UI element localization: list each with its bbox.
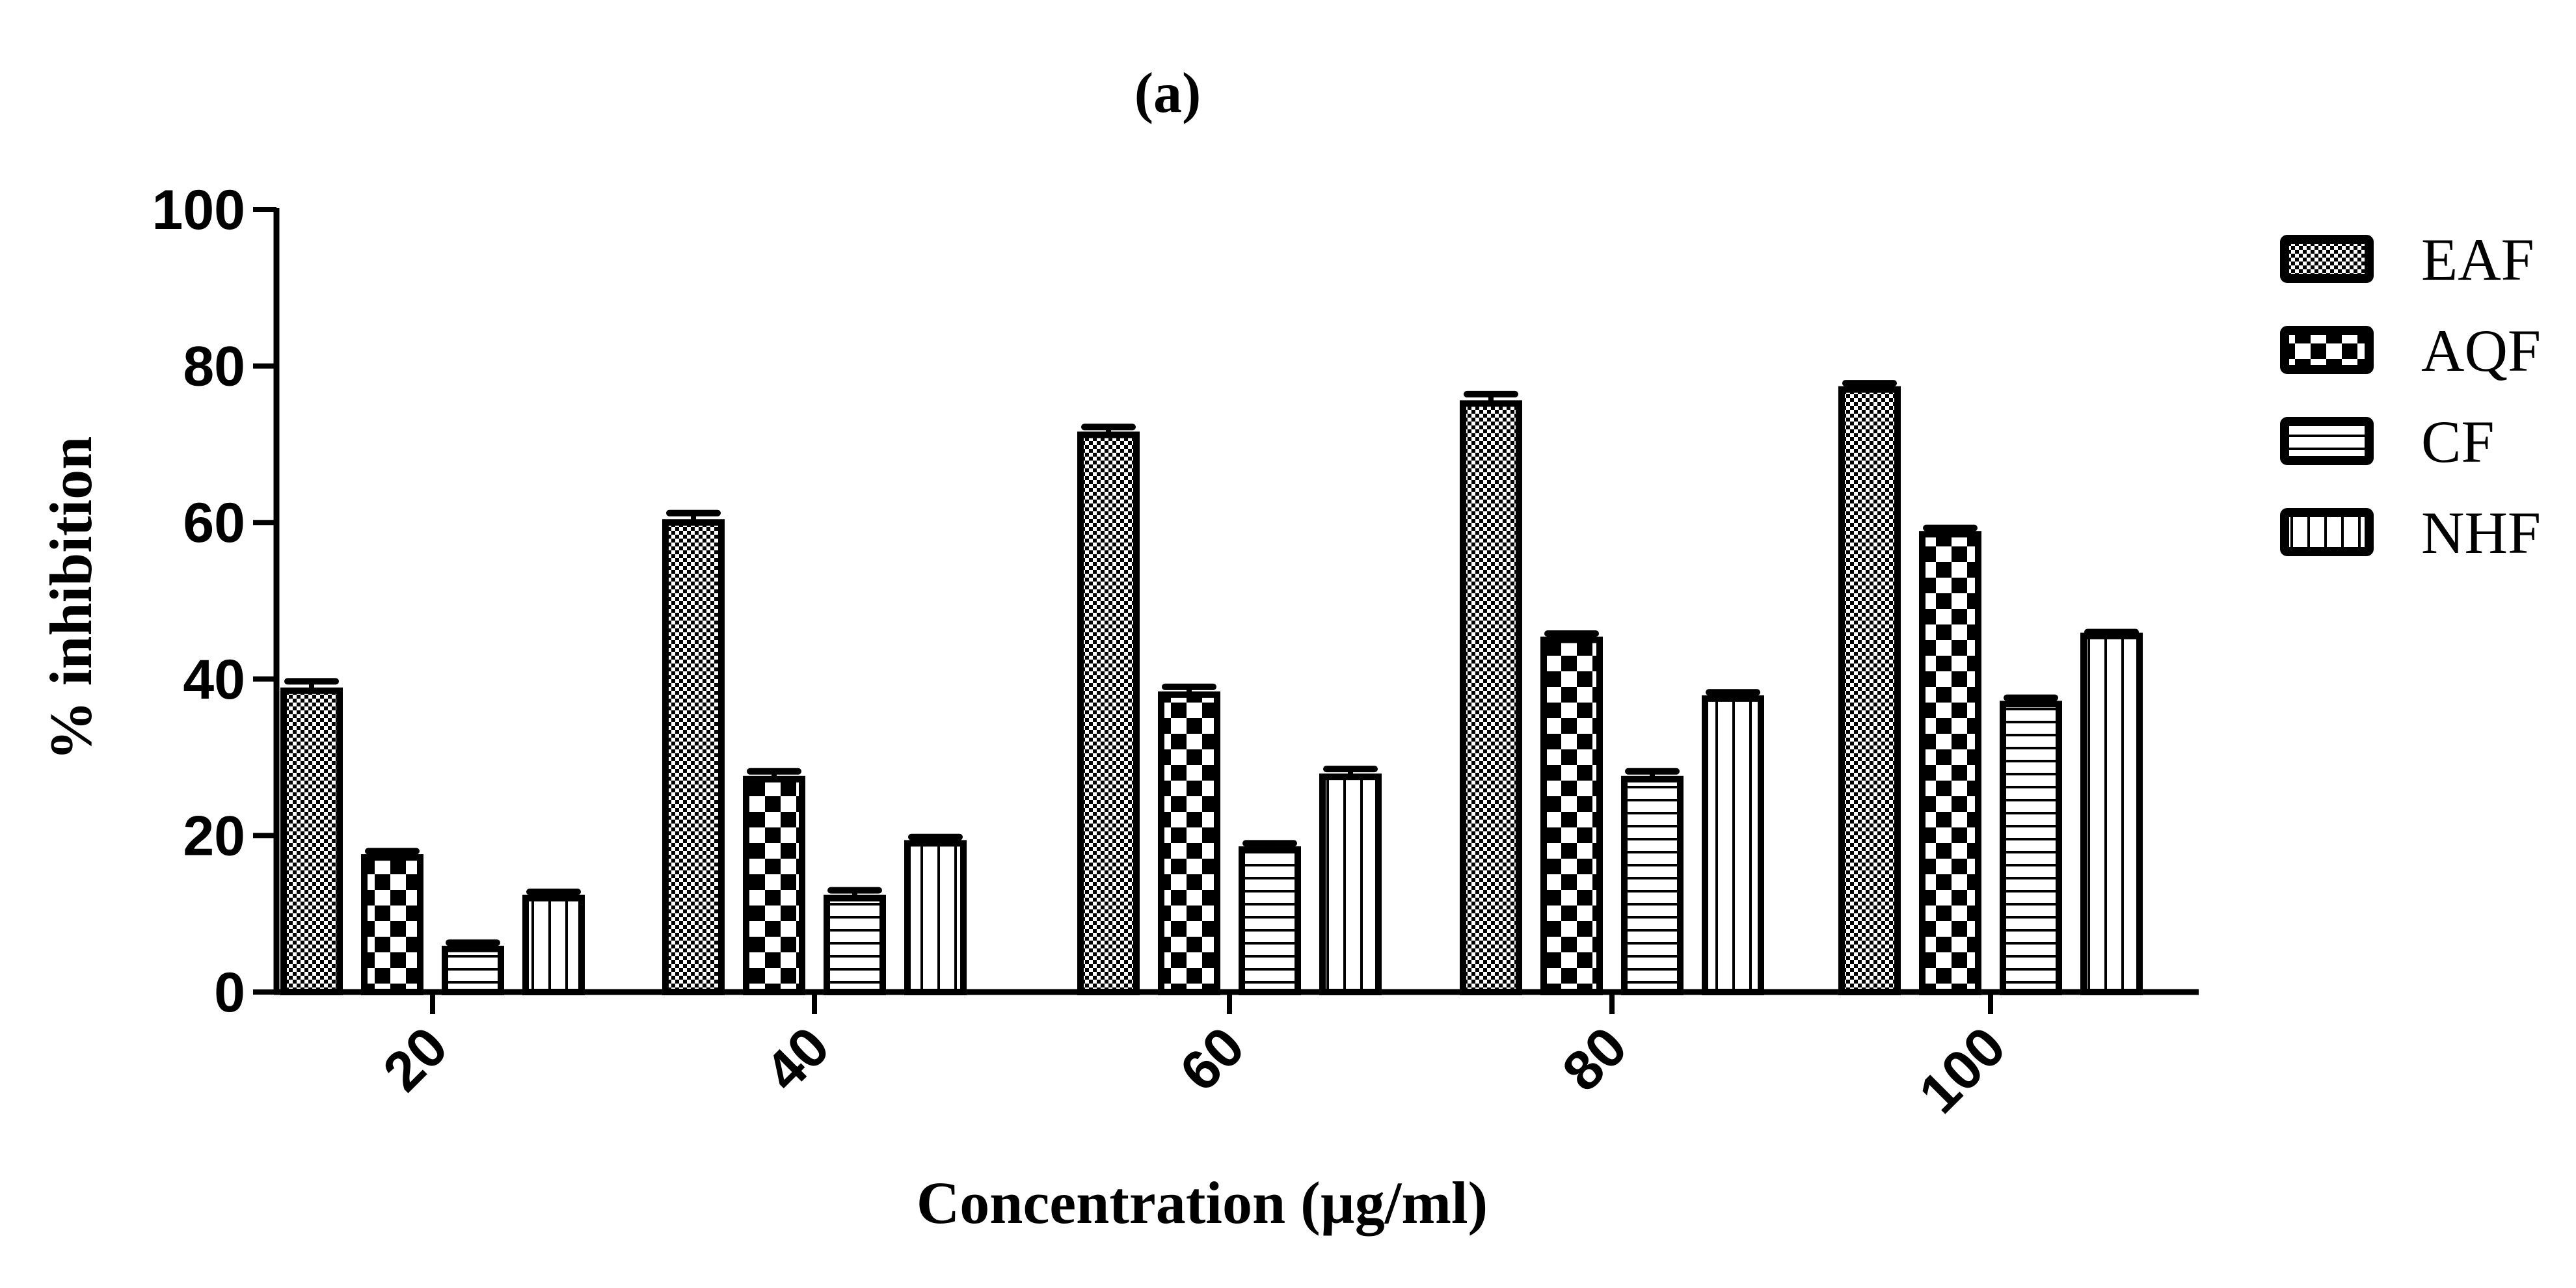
bar-cf	[1621, 775, 1684, 996]
legend-item-eaf: EAF	[2280, 226, 2534, 293]
bar-series-eaf	[280, 380, 1901, 995]
x-axis-label: Concentration (µg/ml)	[917, 1170, 1488, 1236]
bar-aqf	[1919, 531, 1981, 995]
bar-eaf	[1460, 400, 1522, 995]
legend-swatch	[2280, 235, 2374, 283]
bar-eaf	[280, 687, 343, 995]
bar-aqf	[1158, 691, 1220, 995]
bar-nhf	[2080, 632, 2143, 995]
bar-eaf	[1077, 431, 1140, 995]
legend-item-aqf: AQF	[2280, 317, 2541, 384]
bar-aqf	[361, 854, 423, 995]
legend-item-nhf: NHF	[2280, 500, 2541, 566]
x-tick-label: 80	[1551, 1015, 1639, 1104]
bar-nhf	[904, 840, 967, 996]
bar-cf	[1239, 846, 1301, 995]
bar-nhf	[1319, 773, 1382, 996]
x-tick-label: 20	[371, 1015, 460, 1104]
y-tick-label: 80	[183, 336, 245, 398]
x-axis: 20 40 60 80 100	[274, 989, 2199, 1125]
legend-item-cf: CF	[2280, 409, 2495, 475]
bar-aqf	[743, 775, 805, 996]
x-tick-label: 60	[1168, 1015, 1257, 1104]
y-axis: 0 20 40 60 80 100	[152, 179, 280, 1024]
legend-label: AQF	[2421, 317, 2541, 384]
bar-cf	[2000, 701, 2062, 996]
chart-title: (a)	[1134, 62, 1201, 125]
bar-eaf	[662, 519, 725, 995]
legend-swatch	[2280, 326, 2374, 374]
y-tick-label: 0	[214, 961, 245, 1024]
legend-label: EAF	[2421, 226, 2534, 293]
x-tick-label: 40	[753, 1015, 842, 1104]
legend-label: NHF	[2421, 500, 2541, 566]
x-tick-label: 100	[1907, 1015, 2017, 1125]
bar-series-group	[280, 380, 2143, 996]
bar-series-nhf	[522, 628, 2143, 996]
bar-cf	[824, 894, 886, 996]
y-tick-label: 100	[152, 179, 246, 241]
legend-swatch	[2280, 417, 2374, 465]
y-tick-label: 40	[183, 649, 245, 711]
bar-nhf	[522, 894, 585, 996]
bar-eaf	[1838, 386, 1901, 995]
bar-nhf	[1702, 695, 1764, 995]
legend: EAF AQF CF NHF	[2280, 226, 2541, 566]
bar-aqf	[1540, 636, 1603, 995]
legend-swatch	[2280, 508, 2374, 556]
y-tick-label: 60	[183, 492, 245, 554]
legend-label: CF	[2421, 409, 2495, 475]
bar-cf	[442, 945, 504, 995]
bar-series-cf	[442, 694, 2062, 996]
bar-series-aqf	[361, 524, 1981, 996]
y-tick-label: 20	[183, 805, 245, 867]
y-axis-label: % inhibition	[38, 436, 104, 761]
